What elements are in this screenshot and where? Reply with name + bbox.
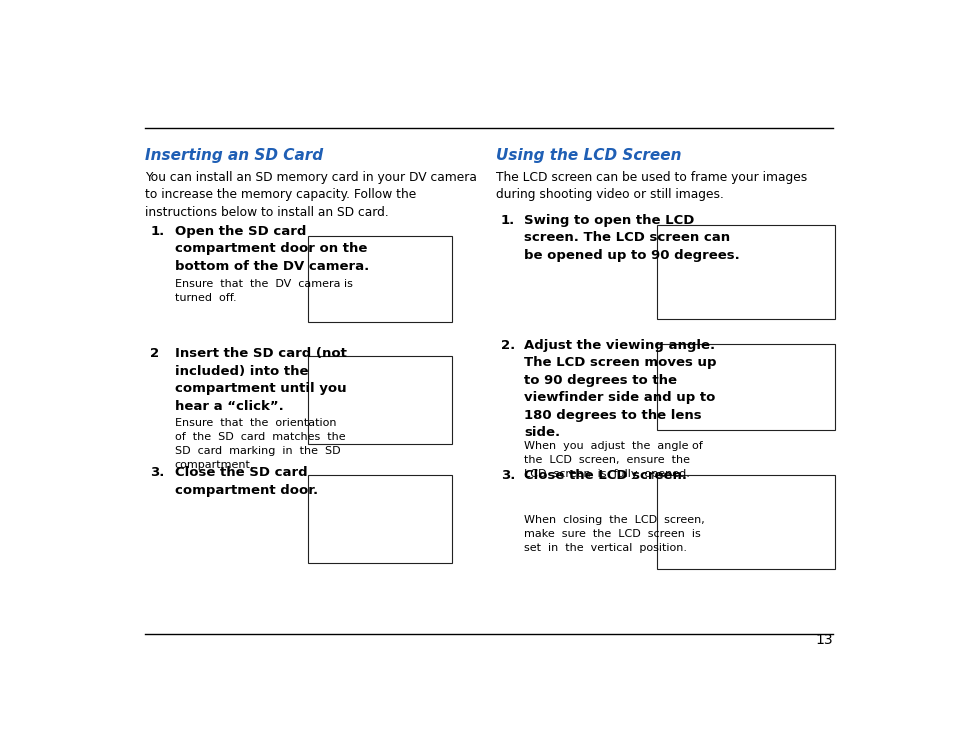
Text: Close the LCD screen.: Close the LCD screen. bbox=[524, 469, 687, 483]
Text: You can install an SD memory card in your DV camera
to increase the memory capac: You can install an SD memory card in you… bbox=[145, 171, 476, 219]
Text: Insert the SD card (not
included) into the
compartment until you
hear a “click”.: Insert the SD card (not included) into t… bbox=[174, 347, 346, 413]
Text: Open the SD card
compartment door on the
bottom of the DV camera.: Open the SD card compartment door on the… bbox=[174, 225, 369, 273]
Text: 2: 2 bbox=[151, 347, 159, 360]
Text: 13: 13 bbox=[814, 632, 832, 646]
Bar bbox=[308, 475, 452, 563]
Text: The LCD screen can be used to frame your images
during shooting video or still i: The LCD screen can be used to frame your… bbox=[496, 171, 807, 201]
Text: 3.: 3. bbox=[151, 466, 165, 480]
Text: Adjust the viewing angle.
The LCD screen moves up
to 90 degrees to the
viewfinde: Adjust the viewing angle. The LCD screen… bbox=[524, 339, 716, 439]
Text: When  closing  the  LCD  screen,
make  sure  the  LCD  screen  is
set  in  the  : When closing the LCD screen, make sure t… bbox=[524, 515, 704, 553]
Text: Inserting an SD Card: Inserting an SD Card bbox=[145, 148, 323, 163]
Text: Close the SD card
compartment door.: Close the SD card compartment door. bbox=[174, 466, 317, 497]
Text: 1.: 1. bbox=[500, 213, 515, 227]
Text: 1.: 1. bbox=[151, 225, 164, 238]
Bar bbox=[308, 356, 452, 444]
Bar bbox=[657, 344, 834, 430]
Bar bbox=[308, 236, 452, 322]
Text: Ensure  that  the  orientation
of  the  SD  card  matches  the
SD  card  marking: Ensure that the orientation of the SD ca… bbox=[174, 418, 345, 470]
Bar bbox=[657, 225, 834, 319]
Text: When  you  adjust  the  angle of
the  LCD  screen,  ensure  the
LCD  screen  is : When you adjust the angle of the LCD scr… bbox=[524, 441, 702, 479]
Text: 2.: 2. bbox=[500, 339, 515, 351]
Text: Using the LCD Screen: Using the LCD Screen bbox=[496, 148, 681, 163]
Text: Swing to open the LCD
screen. The LCD screen can
be opened up to 90 degrees.: Swing to open the LCD screen. The LCD sc… bbox=[524, 213, 740, 261]
Bar bbox=[657, 475, 834, 569]
Text: Ensure  that  the  DV  camera is
turned  off.: Ensure that the DV camera is turned off. bbox=[174, 279, 353, 303]
Text: 3.: 3. bbox=[500, 469, 515, 483]
